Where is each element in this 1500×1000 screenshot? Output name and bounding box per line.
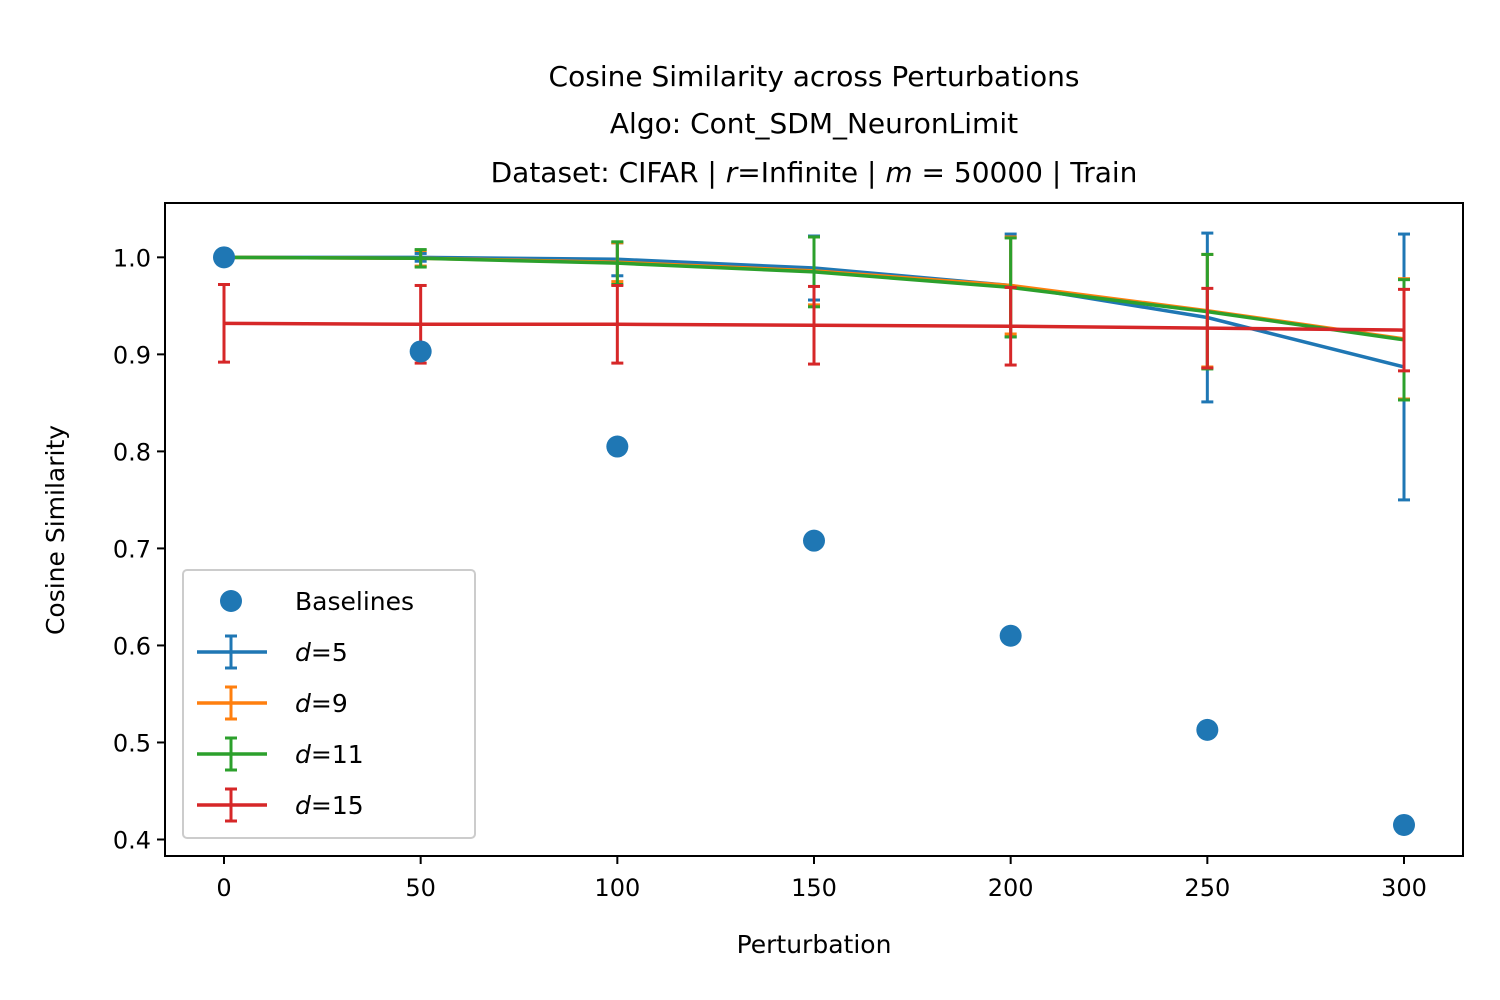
y-tick-label: 1.0 [113,244,151,272]
y-tick-label: 0.9 [113,341,151,369]
baseline-point [999,624,1022,647]
title-line-1: Cosine Similarity across Perturbations [549,60,1080,93]
legend-series-symbol: d [295,689,311,718]
legend-series-label: d=9 [295,689,348,718]
legend-baselines-marker [220,590,242,612]
legend-series-value: =5 [311,638,348,667]
chart-title: Cosine Similarity across Perturbations A… [491,60,1138,189]
legend-series-symbol: d [295,638,311,667]
legend-series-label: d=11 [295,740,364,769]
title-m-value: = 50000 | Train [913,156,1138,189]
y-tick-label: 0.5 [113,729,151,757]
y-tick-label: 0.7 [113,535,151,563]
baseline-point [213,246,235,269]
legend-series-symbol: d [295,791,311,820]
x-axis-label: Perturbation [737,930,892,959]
y-tick-label: 0.8 [113,438,151,466]
legend-baselines-label: Baselines [295,587,414,616]
legend-series-label: d=5 [295,638,348,667]
plot-area [213,231,1415,836]
legend-series-symbol: d [295,740,311,769]
x-tick-label: 100 [594,874,640,902]
title-line-3: Dataset: CIFAR | r=Infinite | m = 50000 … [491,156,1138,189]
legend-frame [182,569,476,839]
baseline-point [606,435,629,458]
series-line [223,321,1405,332]
series-3 [218,283,1410,373]
title-line-2: Algo: Cont_SDM_NeuronLimit [610,107,1018,140]
legend-series-value: =9 [311,689,348,718]
x-tick-label: 300 [1381,874,1427,902]
legend-series-label: d=15 [295,791,364,820]
title-r-value: =Infinite | [737,156,885,189]
baseline-point [1196,718,1219,741]
y-tick-label: 0.4 [113,827,151,855]
title-dataset-part: Dataset: CIFAR | [491,156,726,189]
title-r-symbol: r [726,156,739,189]
legend-series-value: =15 [311,791,364,820]
baseline-point [1393,813,1415,836]
baselines-series [213,246,1415,836]
y-tick-label: 0.6 [113,632,151,660]
x-tick-label: 200 [988,874,1034,902]
legend-series-value: =11 [311,740,364,769]
axes: 0 50 100 150 200 250 300 0.4 0.5 0.6 0.7 0.8 0.9 1.0 [113,202,1464,902]
baseline-point [803,529,825,552]
x-tick-label: 50 [405,874,436,902]
baseline-point [409,340,432,363]
x-tick-label: 250 [1184,874,1230,902]
x-tick-label: 150 [791,874,837,902]
x-tick-label: 0 [216,874,231,902]
title-m-symbol: m [885,156,912,189]
y-axis-label: Cosine Similarity [41,425,70,635]
